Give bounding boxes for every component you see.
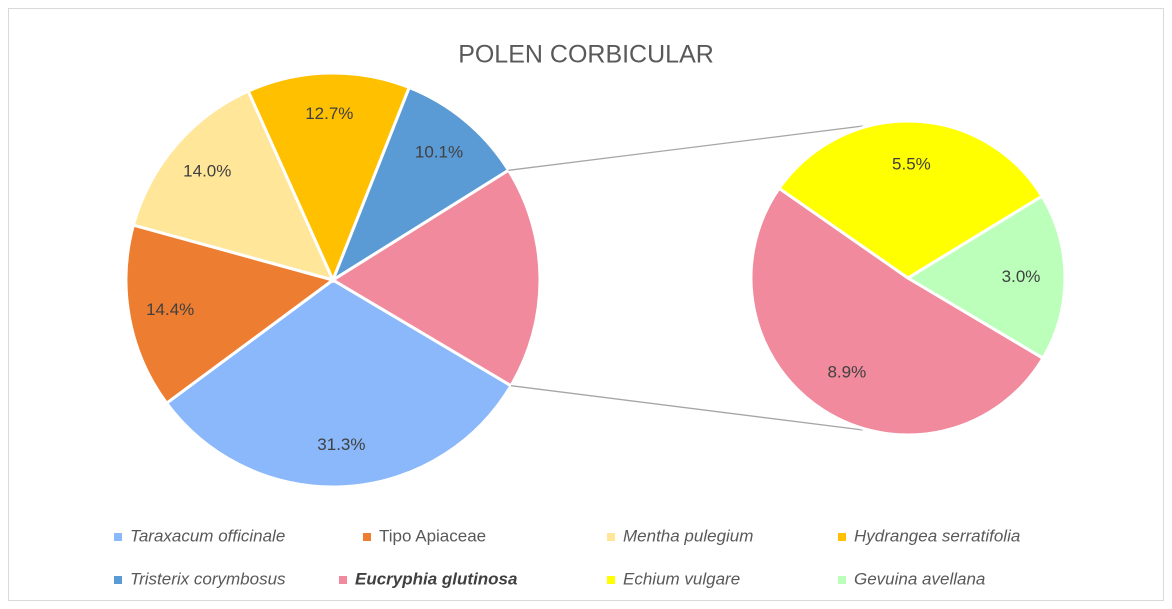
legend-label: Eucryphia glutinosa	[355, 569, 517, 588]
legend-swatch	[114, 533, 122, 541]
legend-label: Taraxacum officinale	[130, 526, 285, 545]
legend-swatch	[363, 533, 371, 541]
pie-slice	[329, 85, 511, 284]
data-label: 10.1%	[415, 142, 463, 161]
data-label: 14.0%	[183, 162, 231, 181]
pie-slice-other	[330, 168, 542, 388]
data-label: 5.5%	[892, 154, 931, 173]
data-label: 3.0%	[1002, 267, 1041, 286]
legend-label: Hydrangea serratifolia	[854, 526, 1020, 545]
legend-label: Tristerix corymbosus	[130, 569, 286, 588]
data-label: 8.9%	[827, 363, 866, 382]
legend-swatch	[607, 576, 615, 584]
chart-title: POLEN CORBICULAR	[458, 41, 714, 69]
legend-label: Echium vulgare	[623, 569, 740, 588]
pie-slice	[124, 223, 337, 406]
pie-slice	[749, 186, 1046, 437]
legend-swatch	[339, 576, 347, 584]
legend-swatch	[114, 576, 122, 584]
legend-swatch	[838, 533, 846, 541]
data-label: 14.4%	[146, 300, 194, 319]
legend-label: Gevuina avellana	[854, 569, 985, 588]
connector	[510, 385, 864, 431]
legend-swatch	[838, 576, 846, 584]
pie-slice	[164, 278, 514, 489]
legend-label: Mentha pulegium	[623, 526, 753, 545]
data-label: 12.7%	[305, 104, 353, 123]
data-label: 31.3%	[317, 435, 365, 454]
connector	[508, 125, 864, 171]
legend-swatch	[607, 533, 615, 541]
pie-slice	[246, 71, 412, 284]
pie-slice	[131, 89, 336, 283]
pie-slice	[777, 119, 1045, 280]
pie-slice	[905, 194, 1067, 361]
legend-label: Tipo Apiaceae	[379, 526, 486, 545]
